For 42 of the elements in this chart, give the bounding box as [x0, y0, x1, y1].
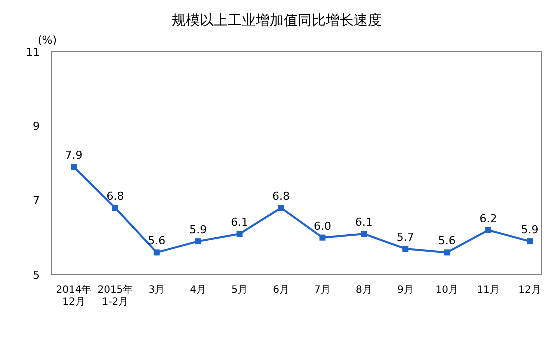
data-label: 5.6	[438, 234, 456, 248]
data-label: 5.9	[521, 224, 539, 237]
x-tick-label: 2014年 12月	[56, 284, 92, 308]
x-tick-label: 3月	[148, 285, 166, 296]
y-tick-label: 11	[26, 46, 40, 59]
data-label: 6.1	[231, 216, 249, 230]
y-tick-label: 7	[33, 194, 40, 208]
point	[361, 231, 368, 238]
point	[236, 231, 243, 238]
data-label: 5.7	[396, 230, 414, 244]
x-tick-label: 5月	[232, 285, 248, 296]
x-tick-label: 10月	[436, 285, 458, 296]
point	[527, 238, 533, 245]
data-label: 6.1	[355, 216, 373, 230]
data-label: 5.6	[148, 234, 166, 248]
point	[112, 205, 118, 212]
data-label: 5.9	[190, 224, 208, 237]
x-tick-label: 7月	[314, 285, 331, 296]
y-tick-label: 5	[33, 268, 40, 282]
point	[278, 205, 284, 212]
data-label: 6.8	[106, 190, 124, 204]
x-tick-label: 8月	[356, 285, 372, 296]
x-tick-label: 6月	[273, 285, 290, 296]
data-label: 6.2	[480, 212, 498, 226]
point	[154, 250, 160, 256]
x-tick-label: 2015年 1-2月	[98, 284, 134, 308]
point	[486, 227, 492, 234]
data-label: 7.9	[65, 149, 83, 162]
x-tick-label: 11月	[477, 285, 500, 296]
x-tick-label: 9月	[397, 285, 414, 296]
y-axis-title: (%)	[38, 34, 58, 47]
point	[195, 238, 202, 245]
point	[444, 250, 450, 256]
point	[320, 234, 326, 241]
chart-title: 规模以上工业增加值同比增长速度	[171, 12, 383, 30]
point	[71, 164, 77, 170]
data-label: 6.0	[314, 220, 332, 233]
point	[402, 246, 409, 252]
x-tick-label: 4月	[190, 285, 207, 296]
x-tick-label: 12月	[518, 285, 542, 296]
data-label: 6.8	[272, 190, 290, 204]
y-tick-label: 9	[33, 120, 40, 134]
